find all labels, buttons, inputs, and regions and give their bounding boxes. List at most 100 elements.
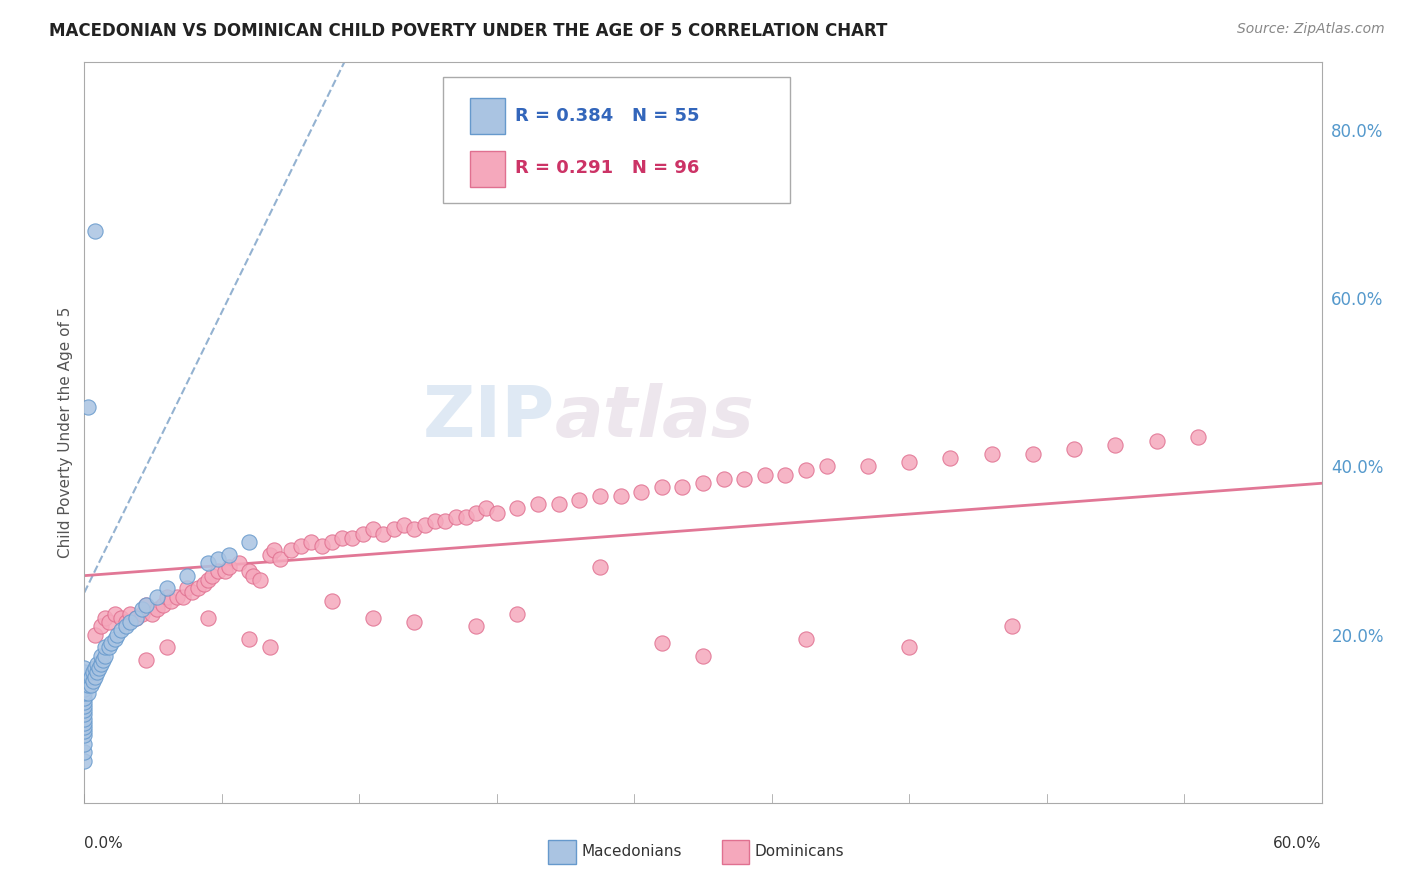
Text: ZIP: ZIP — [422, 384, 554, 452]
Point — [172, 590, 194, 604]
Point — [98, 615, 121, 629]
Point — [73, 724, 96, 739]
Point — [404, 615, 426, 629]
Point — [114, 615, 136, 629]
Point — [145, 590, 167, 604]
Point — [238, 632, 260, 646]
Point — [465, 506, 488, 520]
Point — [73, 695, 96, 709]
Point — [392, 518, 415, 533]
Point — [77, 401, 100, 415]
Point — [692, 648, 714, 663]
Point — [382, 522, 405, 536]
Bar — [471, 152, 505, 186]
Point — [83, 224, 105, 238]
Point — [166, 590, 188, 604]
Point — [207, 551, 229, 566]
Point — [1063, 442, 1085, 457]
Point — [589, 560, 612, 574]
Point — [73, 686, 96, 700]
Point — [794, 463, 817, 477]
Point — [104, 632, 127, 646]
Point — [361, 522, 384, 536]
Text: 60.0%: 60.0% — [1274, 836, 1322, 851]
Point — [73, 682, 96, 697]
Point — [1187, 430, 1209, 444]
Point — [73, 715, 96, 730]
Point — [454, 509, 477, 524]
Point — [73, 665, 96, 680]
Point — [1104, 438, 1126, 452]
Point — [321, 535, 343, 549]
Point — [90, 619, 112, 633]
Point — [90, 657, 112, 671]
Point — [311, 539, 333, 553]
Point — [218, 548, 240, 562]
Point — [73, 673, 96, 688]
Point — [73, 690, 96, 705]
Point — [197, 556, 219, 570]
Point — [77, 686, 100, 700]
Point — [713, 472, 735, 486]
Point — [342, 531, 364, 545]
Point — [135, 598, 157, 612]
Point — [114, 619, 136, 633]
Y-axis label: Child Poverty Under the Age of 5: Child Poverty Under the Age of 5 — [58, 307, 73, 558]
Point — [79, 678, 101, 692]
Point — [94, 640, 117, 655]
Point — [176, 581, 198, 595]
Point — [91, 653, 114, 667]
Point — [1022, 447, 1045, 461]
Point — [118, 607, 141, 621]
Point — [568, 492, 591, 507]
Point — [160, 594, 183, 608]
Point — [125, 610, 148, 624]
Point — [815, 459, 838, 474]
Text: R = 0.384   N = 55: R = 0.384 N = 55 — [515, 107, 699, 125]
Point — [434, 514, 457, 528]
Point — [290, 539, 312, 553]
Point — [423, 514, 446, 528]
Point — [404, 522, 426, 536]
Point — [156, 640, 179, 655]
Point — [259, 548, 281, 562]
Point — [609, 489, 631, 503]
Point — [218, 560, 240, 574]
Point — [651, 480, 673, 494]
Point — [82, 665, 104, 680]
Point — [330, 531, 353, 545]
Point — [754, 467, 776, 482]
Point — [361, 610, 384, 624]
Point — [82, 673, 104, 688]
Point — [775, 467, 797, 482]
Point — [125, 610, 148, 624]
Point — [527, 497, 550, 511]
Point — [589, 489, 612, 503]
Text: R = 0.291   N = 96: R = 0.291 N = 96 — [515, 159, 699, 177]
Point — [373, 526, 395, 541]
Point — [176, 568, 198, 582]
Point — [73, 737, 96, 751]
Point — [110, 610, 132, 624]
Point — [1001, 619, 1024, 633]
Point — [135, 598, 157, 612]
Point — [94, 610, 117, 624]
Point — [201, 568, 224, 582]
Point — [733, 472, 755, 486]
Point — [104, 607, 127, 621]
Point — [242, 568, 264, 582]
Point — [135, 653, 157, 667]
Point — [87, 661, 110, 675]
Point — [506, 501, 529, 516]
Point — [249, 573, 271, 587]
Point — [73, 661, 96, 675]
Point — [83, 661, 105, 675]
Point — [187, 581, 209, 595]
Point — [73, 745, 96, 759]
Point — [156, 581, 179, 595]
Point — [73, 703, 96, 717]
FancyBboxPatch shape — [443, 78, 790, 203]
Point — [413, 518, 436, 533]
Point — [83, 670, 105, 684]
Text: Dominicans: Dominicans — [755, 844, 845, 859]
